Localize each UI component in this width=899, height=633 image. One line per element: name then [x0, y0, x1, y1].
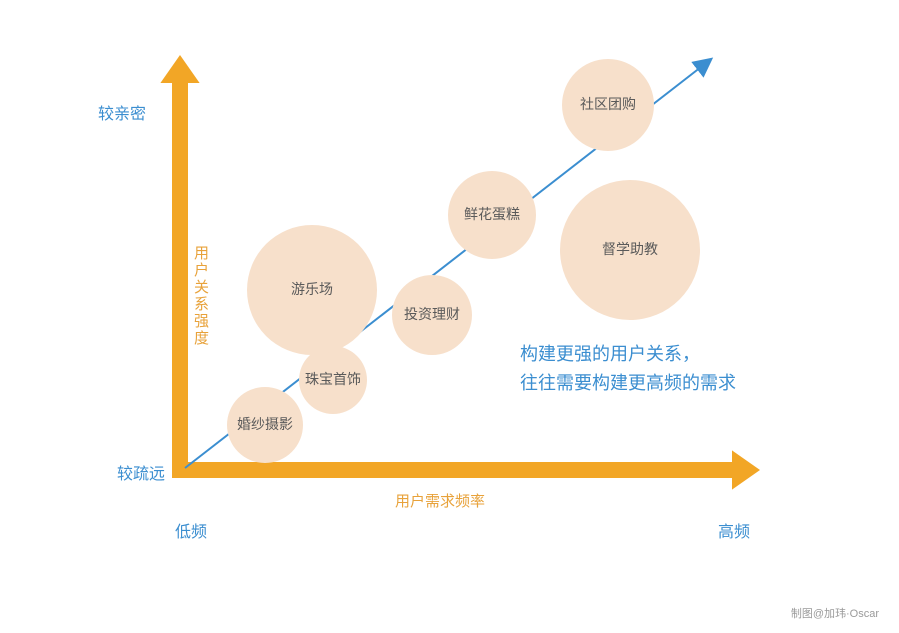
caption-line-2: 往往需要构建更高频的需求 [520, 369, 736, 398]
bubble: 珠宝首饰 [299, 346, 367, 414]
caption-line-1: 构建更强的用户关系， [520, 340, 736, 369]
bubble: 鲜花蛋糕 [448, 171, 536, 259]
y-axis-bottom-label: 较疏远 [117, 460, 165, 484]
chart-credit: 制图@加玮·Oscar [791, 605, 879, 621]
chart-stage: 较亲密 较疏远 低频 高频 用户需求频率 用户关系强度 构建更强的用户关系， 往… [0, 0, 899, 633]
y-axis-title: 用户关系强度 [190, 245, 211, 347]
bubble: 投资理财 [392, 275, 472, 355]
bubble-label: 社区团购 [580, 97, 636, 112]
bubble: 社区团购 [562, 59, 654, 151]
x-axis-right-label: 高频 [718, 518, 750, 542]
y-axis-top-label: 较亲密 [98, 100, 146, 124]
bubble: 督学助教 [560, 180, 700, 320]
bubble: 婚纱摄影 [227, 387, 303, 463]
bubble-label: 鲜花蛋糕 [464, 207, 520, 222]
bubble-label: 督学助教 [602, 242, 658, 257]
bubble: 游乐场 [247, 225, 377, 355]
chart-caption: 构建更强的用户关系， 往往需要构建更高频的需求 [520, 340, 736, 398]
x-axis-title: 用户需求频率 [395, 490, 485, 511]
bubble-label: 婚纱摄影 [237, 417, 293, 432]
bubble-label: 珠宝首饰 [305, 372, 361, 387]
bubble-label: 投资理财 [404, 307, 460, 322]
x-axis-left-label: 低频 [175, 518, 207, 542]
bubble-label: 游乐场 [291, 282, 333, 297]
